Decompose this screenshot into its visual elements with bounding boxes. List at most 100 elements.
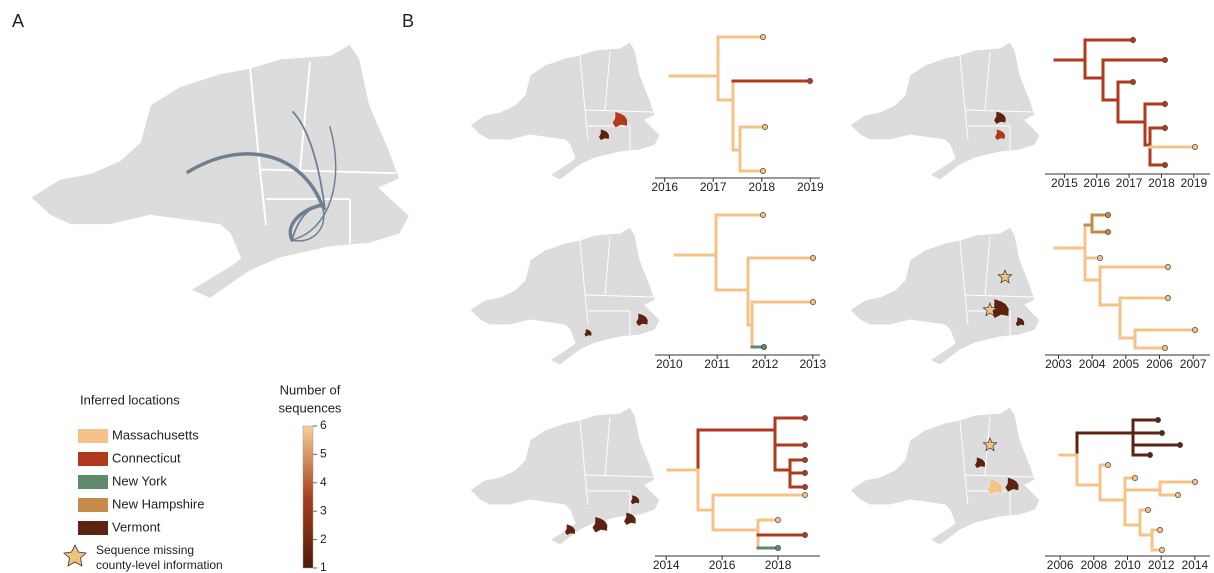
county [630, 494, 640, 505]
county [635, 312, 649, 327]
small-maps [469, 41, 1041, 546]
legend-swatch [78, 521, 108, 535]
colorbar-tick-label: 6 [320, 418, 327, 432]
tree-tip [1157, 527, 1163, 533]
legend-title: Inferred locations [80, 392, 180, 407]
county [1015, 316, 1025, 327]
tree-tip [1105, 462, 1111, 468]
panel-label: A [12, 11, 24, 31]
tree-tip [802, 484, 808, 490]
county [623, 511, 637, 526]
colorbar-tick-label: 2 [320, 532, 327, 546]
tree-tip [1105, 212, 1111, 218]
county [564, 523, 576, 536]
x-tick-label: 2016 [1083, 176, 1110, 190]
x-tick-label: 2018 [748, 180, 775, 194]
tree-tip [1130, 37, 1136, 43]
tree-tip [1159, 547, 1165, 553]
x-tick-label: 2014 [1181, 558, 1208, 572]
star [982, 437, 998, 452]
tree-tip [775, 517, 781, 523]
tree-tip [807, 78, 813, 84]
tree-tip [775, 545, 781, 551]
x-tick-label: 2016 [709, 558, 736, 572]
x-tick-label: 2018 [1148, 176, 1175, 190]
county [583, 328, 593, 338]
tree-tip [761, 344, 767, 350]
county [987, 478, 1003, 495]
x-tick-label: 2012 [1148, 558, 1175, 572]
x-tick-label: 2011 [704, 357, 730, 371]
tree-tip [1145, 507, 1151, 513]
colorbar [302, 425, 314, 569]
tree-tip [802, 457, 808, 463]
tree-tip [1165, 264, 1171, 270]
tree-tip [1155, 417, 1161, 423]
tree-tip [760, 212, 766, 218]
tree-tip [1192, 327, 1198, 333]
tree-tip [1175, 492, 1181, 498]
colorbar-title: Number of [280, 382, 341, 397]
colorbar-title: sequences [279, 400, 342, 415]
county [598, 128, 610, 141]
x-tick-label: 2017 [1116, 176, 1143, 190]
x-tick-label: 2018 [765, 558, 792, 572]
star [997, 269, 1013, 284]
tree-tip [1162, 162, 1168, 168]
legend-label: New Hampshire [112, 496, 204, 511]
tree-tip [802, 442, 808, 448]
tree-tip [760, 34, 766, 40]
map-large [29, 42, 411, 301]
tree-tip [810, 299, 816, 305]
x-tick-label: 2007 [1180, 357, 1207, 371]
county [974, 456, 986, 469]
tree-tip [802, 415, 808, 421]
x-tick-label: 2005 [1112, 357, 1139, 371]
tree-tip [1147, 452, 1153, 458]
x-tick-label: 2004 [1079, 357, 1106, 371]
tree-tip [1097, 255, 1103, 261]
legend-swatch [78, 498, 108, 512]
legend: Massachusetts Connecticut New York New Hamp… [78, 427, 204, 535]
tree-tip [802, 492, 808, 498]
x-tick-label: 2006 [1146, 357, 1173, 371]
colorbar-tick-label: 3 [320, 503, 327, 517]
tree-tip [1192, 144, 1198, 150]
star [982, 302, 998, 317]
county [612, 111, 628, 128]
county [994, 128, 1006, 141]
tree-tip [760, 168, 766, 174]
tree-tip [1165, 295, 1171, 301]
tree-tip [1177, 442, 1183, 448]
x-tick-label: 2015 [1051, 176, 1078, 190]
star-note: county-level information [96, 558, 223, 572]
star-note: Sequence missing [96, 543, 194, 557]
tree-tip [1192, 479, 1198, 485]
x-tick-label: 2010 [656, 357, 683, 371]
tree-tip [802, 532, 808, 538]
legend-label: Connecticut [112, 450, 181, 465]
tree-tip [810, 255, 816, 261]
tree-tip [1162, 125, 1168, 131]
tree-tip [1162, 57, 1168, 63]
legend-swatch [78, 475, 108, 489]
star-icon [63, 544, 87, 567]
county [592, 516, 608, 533]
x-tick-label: 2017 [700, 180, 727, 194]
x-tick-label: 2003 [1045, 357, 1072, 371]
county [993, 110, 1007, 125]
colorbar-tick-label: 5 [320, 447, 327, 461]
tree-tip [1130, 79, 1136, 85]
tree-tip [1132, 475, 1138, 481]
county [1004, 477, 1020, 493]
x-tick-label: 2013 [799, 357, 826, 371]
x-tick-label: 2008 [1080, 558, 1107, 572]
legend-label: New York [112, 473, 167, 488]
x-tick-label: 2012 [752, 357, 779, 371]
legend-swatch [78, 429, 108, 443]
tree-tip [1162, 345, 1168, 351]
panel-label: B [402, 11, 414, 31]
x-tick-label: 2006 [1047, 558, 1074, 572]
legend-swatch [78, 452, 108, 466]
x-tick-label: 2019 [797, 180, 824, 194]
